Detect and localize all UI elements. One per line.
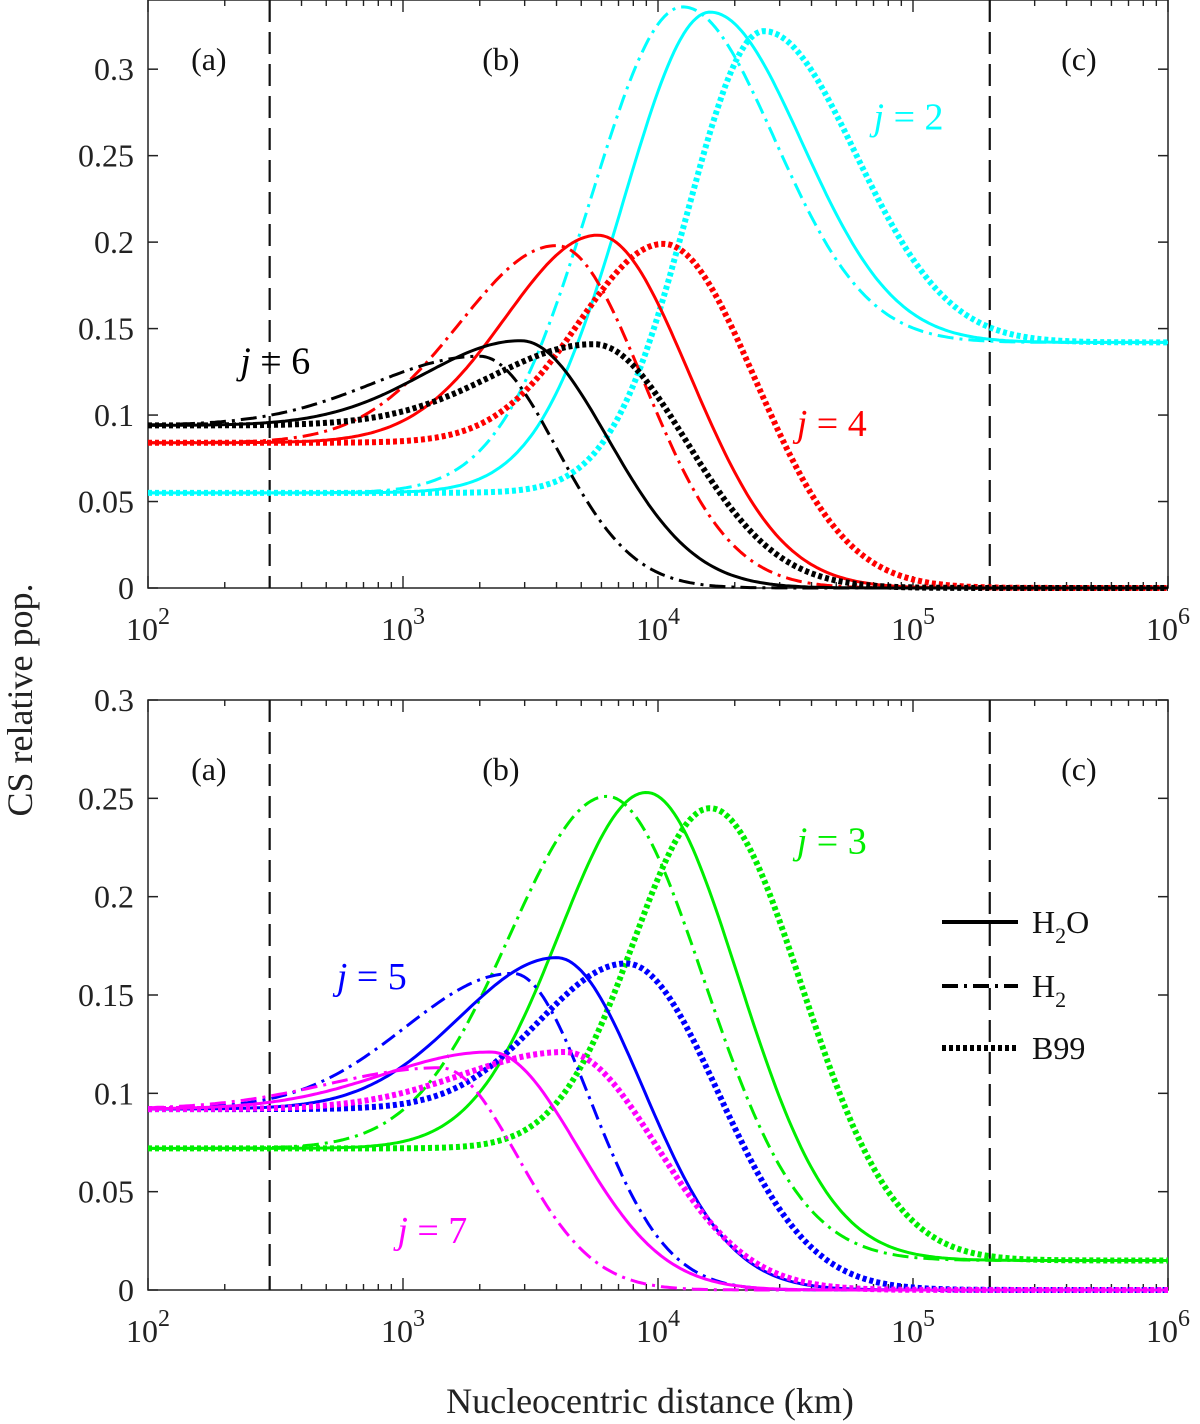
y-tick-label: 0.15 [78,977,134,1013]
curve-h2 [147,971,1168,1292]
x-tick-label: 102 [126,604,170,647]
legend-label-dotted: B99 [1032,1030,1085,1066]
y-tick-label: 0.05 [78,1174,134,1210]
bottom-panel: 0 0.05 0.1 0.15 0.2 0.25 0.3 102 103 104 105 106 (a)… [78,682,1190,1349]
series-label: j = 4 [792,403,867,445]
curve-b99 [148,960,1168,1293]
y-tick-label: 0 [118,570,134,606]
x-tick-label: 103 [381,1306,425,1349]
legend: H2O H2 B99 [942,904,1089,1066]
y-tick-label: 0.1 [94,397,134,433]
x-tick-label: 105 [891,1306,935,1349]
plot-frame [147,699,1169,1291]
curve-b99 [148,341,1168,591]
curve-h2o [148,791,1168,1262]
y-tick-label: 0.05 [78,484,134,520]
y-tick-label: 0.3 [94,51,134,87]
y-tick-label: 0.1 [94,1075,134,1111]
y-tick-label: 0.3 [94,682,134,718]
series-j-6 [147,339,1168,591]
region-label: (a) [191,751,227,787]
series-j-7 [147,1049,1168,1293]
region-label: (b) [482,41,519,77]
x-tick-label: 106 [1146,604,1190,647]
y-tick-label: 0.2 [94,224,134,260]
y-tick-label: 0.25 [78,138,134,174]
y-tick-label: 0.2 [94,879,134,915]
series-label: j = 6 [235,341,310,383]
series-j-4 [148,233,1168,591]
x-tick-label: 104 [636,604,680,647]
x-tick-label: 102 [126,1306,170,1349]
x-tick-label: 104 [636,1306,680,1349]
series-label: j = 2 [869,97,944,139]
curve-h2 [147,354,1168,590]
x-axis-label: Nucleocentric distance (km) [446,1381,854,1421]
y-tick-label: 0 [118,1272,134,1308]
x-tick-label: 106 [1146,1306,1190,1349]
curve-b99 [148,28,1168,496]
curve-h2 [148,244,1168,590]
y-axis-label: CS relative pop. [0,584,40,817]
curve-h2o [148,10,1168,495]
x-tick-label: 103 [381,604,425,647]
region-label: (c) [1061,751,1097,787]
series-label: j = 7 [392,1210,467,1252]
series-label: j = 3 [792,820,867,862]
curve-b99 [148,1049,1168,1293]
region-label: (a) [191,41,227,77]
series-label: j = 5 [332,956,407,998]
curve-h2o [148,1050,1168,1292]
y-tick-label: 0.15 [78,311,134,347]
legend-label-solid: H2O [1032,904,1089,948]
series-j-5 [147,956,1168,1293]
curve-h2o [148,233,1168,590]
series-j-3 [148,791,1168,1264]
series-j-2 [148,5,1168,496]
region-label: (b) [482,751,519,787]
curve-h2o [148,956,1168,1292]
region-label: (c) [1061,41,1097,77]
top-panel: 0 0.05 0.1 0.15 0.2 0.25 0.3 102 103 104 105 106 (a)… [78,0,1190,647]
x-tick-label: 105 [891,604,935,647]
curve-b99 [148,805,1168,1264]
legend-label-dashdot: H2 [1032,968,1066,1012]
curve-h2 [148,794,1168,1262]
y-tick-label: 0.25 [78,780,134,816]
